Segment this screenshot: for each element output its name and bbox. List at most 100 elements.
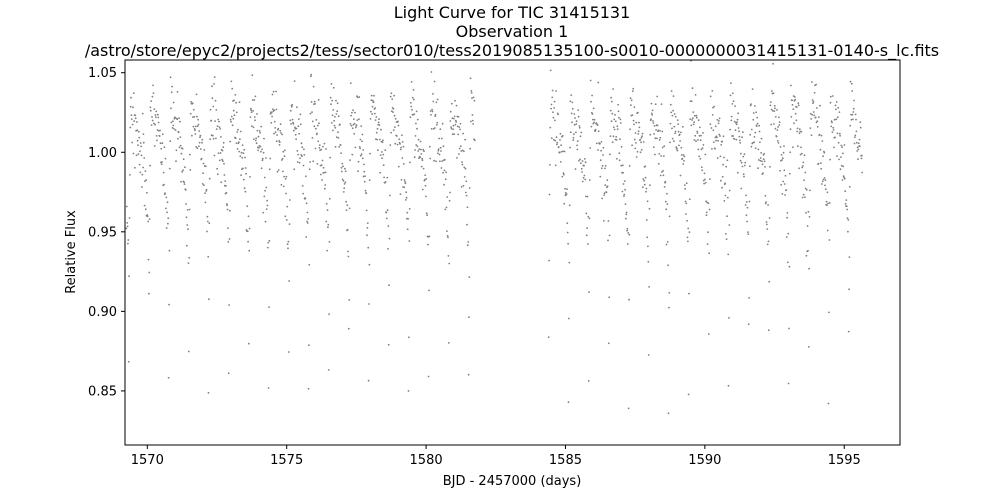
data-point (425, 178, 428, 180)
data-point (637, 133, 640, 135)
data-point (718, 120, 720, 122)
data-point (838, 158, 840, 161)
data-point (291, 103, 294, 106)
data-point (595, 122, 598, 124)
data-point (823, 151, 826, 154)
data-point (585, 212, 588, 215)
data-point (746, 206, 749, 209)
data-point (466, 223, 468, 226)
data-point (669, 103, 672, 106)
data-point (471, 119, 474, 122)
data-point (819, 104, 821, 107)
data-point (171, 85, 174, 88)
data-point (189, 153, 191, 156)
data-point (341, 162, 344, 165)
data-point (442, 145, 445, 148)
data-point (461, 161, 463, 164)
data-point (299, 123, 302, 126)
data-point (307, 387, 310, 390)
data-point (373, 112, 376, 115)
data-point (672, 109, 674, 112)
data-point (337, 131, 339, 134)
data-point (255, 142, 258, 145)
data-point (822, 155, 824, 158)
data-point (130, 114, 133, 117)
data-point (212, 105, 215, 108)
data-point (786, 212, 789, 214)
data-point (242, 152, 245, 155)
data-point (802, 193, 805, 196)
data-point (321, 179, 323, 181)
data-point (446, 235, 449, 237)
data-point (641, 132, 644, 135)
data-point (273, 120, 276, 123)
data-point (769, 104, 772, 107)
data-point (306, 222, 309, 224)
data-point (767, 204, 769, 206)
data-point (825, 200, 828, 203)
data-point (358, 96, 361, 98)
data-point (393, 94, 396, 97)
data-point (710, 127, 713, 129)
data-point (548, 193, 551, 196)
data-point (752, 112, 755, 114)
data-point (688, 292, 690, 295)
data-point (437, 149, 440, 152)
data-point (696, 130, 699, 133)
data-point (831, 121, 833, 124)
data-point (321, 159, 324, 162)
data-point (687, 393, 690, 396)
data-point (227, 227, 229, 230)
data-point (129, 126, 132, 129)
data-point (203, 184, 205, 187)
data-point (648, 207, 651, 210)
data-point (362, 175, 365, 178)
data-point (218, 159, 221, 162)
data-point (232, 109, 235, 112)
data-point (154, 116, 157, 119)
data-point (566, 188, 568, 191)
data-point (341, 178, 344, 181)
data-point (173, 127, 176, 130)
data-point (301, 155, 303, 158)
data-point (600, 149, 602, 152)
data-point (377, 121, 380, 124)
data-point (419, 156, 421, 159)
data-point (592, 118, 594, 121)
data-point (847, 230, 849, 233)
data-point (707, 231, 709, 234)
data-point (737, 112, 740, 115)
data-point (266, 246, 269, 249)
data-point (188, 208, 191, 211)
x-tick-label: 1585 (549, 453, 582, 468)
data-point (398, 138, 401, 141)
data-point (592, 107, 595, 110)
data-point (590, 100, 592, 103)
data-point (705, 211, 708, 214)
data-point (167, 376, 170, 379)
data-point (618, 116, 620, 119)
data-point (196, 115, 198, 118)
data-point (231, 87, 234, 90)
data-point (675, 146, 678, 149)
data-point (460, 150, 463, 152)
data-point (599, 175, 602, 178)
data-point (750, 103, 752, 106)
data-point (850, 118, 853, 121)
data-point (667, 264, 669, 267)
data-point (730, 115, 733, 118)
data-point (179, 144, 182, 147)
data-point (315, 127, 317, 130)
data-point (191, 102, 194, 105)
data-point (826, 229, 829, 232)
data-point (227, 372, 230, 375)
data-point (447, 342, 450, 344)
data-point (719, 155, 722, 158)
data-point (749, 165, 751, 168)
data-point (599, 159, 602, 162)
y-tick-label: 0.95 (88, 225, 117, 240)
data-point (240, 174, 243, 177)
data-point (224, 180, 227, 183)
data-point (172, 101, 175, 104)
data-point (244, 167, 247, 169)
